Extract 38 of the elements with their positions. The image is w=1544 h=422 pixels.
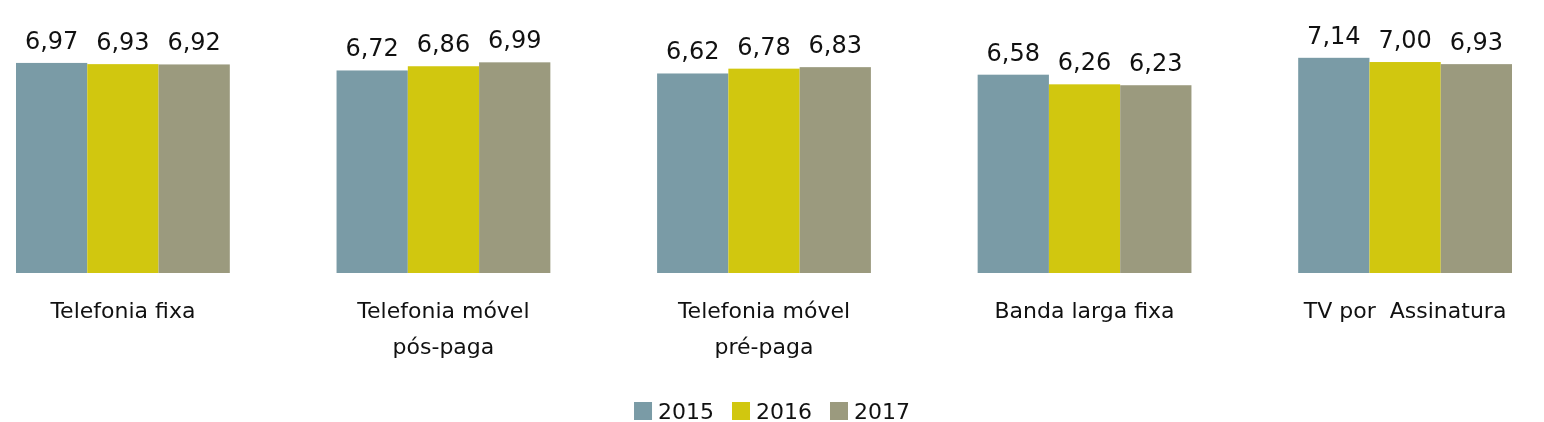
bar: [1369, 62, 1441, 273]
x-tick-label: Telefonia móvel pré-paga: [676, 298, 851, 359]
bar: [1298, 57, 1370, 273]
bar: [407, 66, 480, 273]
data-label: 6,26: [1057, 48, 1112, 77]
x-tick-label: Telefonia móvel pós-paga: [356, 298, 530, 359]
x-tick-label: TV por Assinatura: [1302, 298, 1507, 323]
bar: [1440, 64, 1512, 273]
bar: [657, 73, 729, 273]
legend-label: 2017: [853, 399, 910, 422]
data-label: 6,92: [167, 28, 221, 57]
data-label: 6,86: [416, 30, 471, 59]
data-label: 6,99: [488, 26, 542, 55]
bar: [336, 70, 408, 273]
data-label: 6,72: [345, 34, 399, 63]
data-label: 6,83: [808, 31, 862, 60]
data-label: 7,00: [1378, 26, 1432, 55]
legend-label: 2016: [756, 399, 813, 422]
data-label: 6,62: [666, 37, 720, 66]
data-label: 6,58: [986, 38, 1040, 67]
bar: [728, 68, 800, 273]
bar: [158, 64, 230, 273]
x-tick-label: Telefonia fixa: [49, 298, 196, 323]
bar: [1048, 84, 1121, 273]
bar: [87, 64, 159, 273]
bar: [799, 67, 871, 273]
legend-label: 2015: [658, 399, 715, 422]
bar: [16, 62, 88, 273]
data-label: 6,78: [737, 32, 791, 61]
data-label: 6,93: [96, 28, 150, 57]
data-label: 6,23: [1129, 49, 1183, 78]
x-tick-label: Banda larga fixa: [994, 298, 1175, 323]
data-label: 6,93: [1449, 28, 1504, 57]
data-label: 7,14: [1307, 21, 1361, 50]
bar: [1120, 85, 1192, 273]
bar: [977, 74, 1049, 273]
data-label: 6,97: [24, 26, 79, 55]
bar: [479, 62, 551, 273]
